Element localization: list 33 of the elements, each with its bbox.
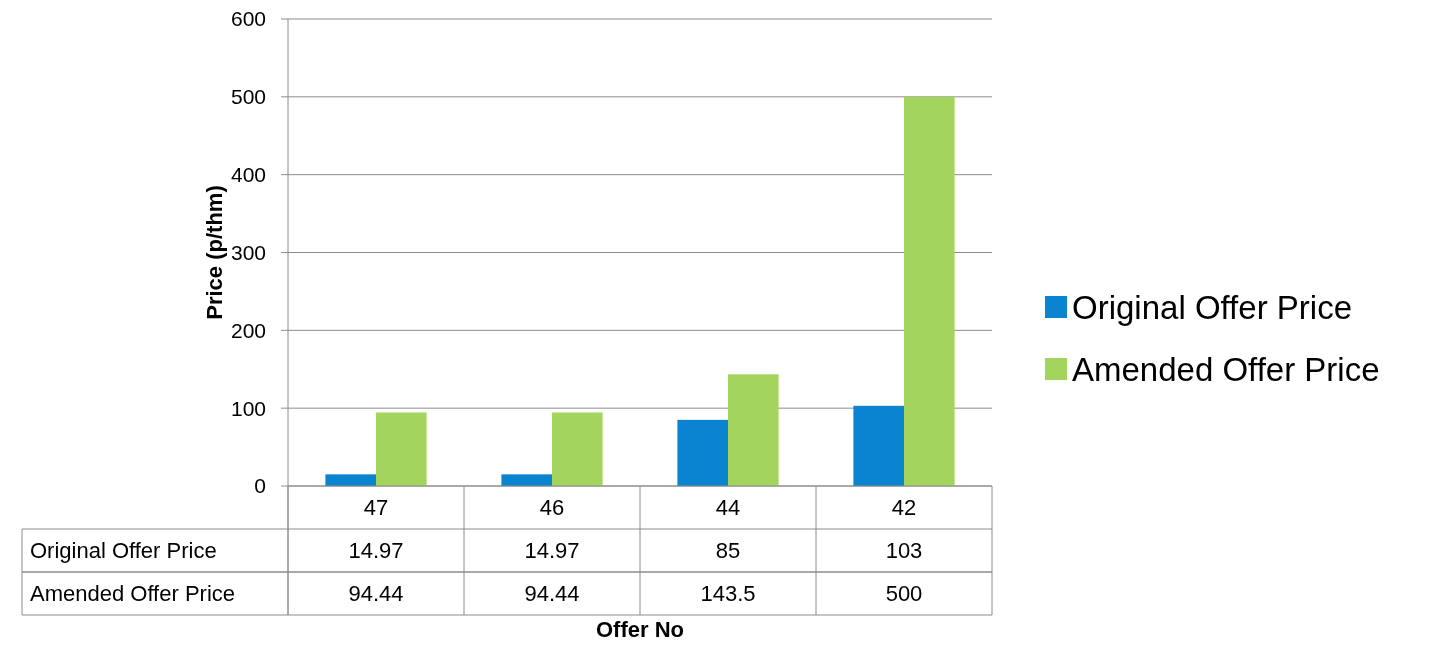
legend-label: Amended Offer Price — [1072, 350, 1380, 388]
x-axis-title: Offer No — [596, 617, 684, 642]
data-label: 500 — [885, 581, 923, 607]
y-tick-label: 0 — [254, 474, 266, 498]
y-axis-title: Price (p/thm) — [202, 185, 227, 320]
x-tick-label: 46 — [539, 495, 565, 521]
x-tick-label: 42 — [891, 495, 917, 521]
data-label: 103 — [885, 538, 923, 564]
x-tick-label: 47 — [363, 495, 389, 521]
data-label: 94.44 — [524, 581, 580, 607]
bar — [325, 474, 376, 486]
text: Amended Offer Price — [30, 581, 236, 607]
y-tick-label: 300 — [230, 240, 266, 264]
text: Original Offer Price — [30, 538, 217, 564]
data-label: 85 — [715, 538, 741, 564]
data-label: 143.5 — [700, 581, 756, 607]
legend-label: Original Offer Price — [1072, 288, 1352, 326]
data-label: 94.44 — [348, 581, 404, 607]
data-label: 14.97 — [524, 538, 580, 564]
y-tick-label: 500 — [230, 85, 266, 109]
y-tick-label: 200 — [230, 318, 266, 342]
bar — [728, 374, 779, 486]
bar — [904, 96, 955, 486]
x-tick-label: 44 — [715, 495, 741, 521]
bar — [501, 474, 552, 486]
y-tick-label: 400 — [230, 163, 266, 187]
bar — [677, 419, 728, 486]
bar — [376, 412, 427, 486]
y-tick-label: 100 — [230, 396, 266, 420]
bar — [853, 405, 904, 486]
data-label: 14.97 — [348, 538, 404, 564]
bar — [552, 412, 603, 486]
y-tick-label: 600 — [230, 7, 266, 31]
